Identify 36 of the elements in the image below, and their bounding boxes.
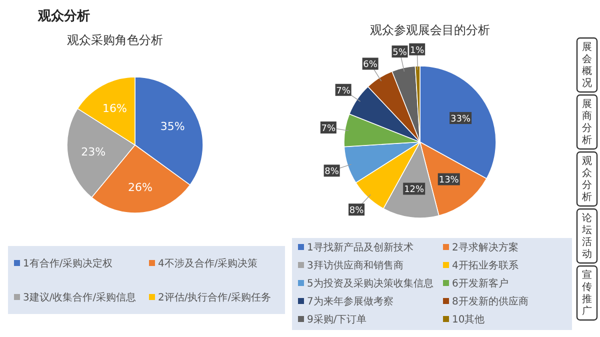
chart-title: 观众参观展会目的分析 — [370, 23, 490, 37]
legend-label: 2评估/执行合作/采购任务 — [158, 292, 272, 304]
chart-title: 观众采购角色分析 — [67, 33, 163, 47]
legend-label: 7为来年参展做考察 — [307, 296, 394, 308]
legend-label: 9采购/下订单 — [307, 314, 367, 326]
legend-label: 8开发新的供应商 — [452, 296, 528, 308]
data-label: 7% — [321, 124, 336, 134]
text: 宣传推广 — [582, 269, 592, 317]
legend-label: 4不涉及合作/采购决策 — [158, 258, 258, 270]
legend-label: 2寻求解决方案 — [452, 242, 518, 254]
data-label: 26% — [128, 180, 153, 194]
data-label: 33% — [450, 114, 472, 125]
data-label: 8% — [349, 206, 364, 216]
text: 展商分析 — [581, 99, 592, 146]
data-label: 5% — [392, 48, 408, 58]
legend-label: 6开发新客户 — [452, 278, 508, 290]
data-label: 35% — [160, 120, 185, 133]
data-label: 8% — [324, 167, 340, 178]
legend-label: 3建议/收集合作/采购信息 — [23, 292, 136, 304]
data-label: 1% — [410, 46, 425, 56]
legend-label: 10其他 — [452, 314, 485, 326]
legend-label: 1寻找新产品及创新技术 — [307, 242, 414, 254]
legend-label: 4开拓业务联系 — [452, 260, 518, 272]
legend-label: 3拜访供应商和销售商 — [307, 260, 404, 272]
legend-label: 1有合作/采购决定权 — [23, 258, 113, 270]
data-label: 13% — [438, 176, 460, 186]
data-label: 23% — [81, 146, 106, 159]
data-label: 16% — [102, 102, 127, 116]
data-label: 12% — [404, 185, 425, 196]
text: 观众分析 — [581, 156, 592, 203]
text: 展会概况 — [582, 42, 592, 89]
legend-label: 5为投资及采购决策收集信息 — [307, 278, 434, 290]
data-label: 6% — [363, 60, 378, 70]
data-label: 7% — [336, 86, 351, 96]
text: 观众分析 — [37, 9, 90, 24]
text: 论坛活动 — [581, 212, 592, 260]
